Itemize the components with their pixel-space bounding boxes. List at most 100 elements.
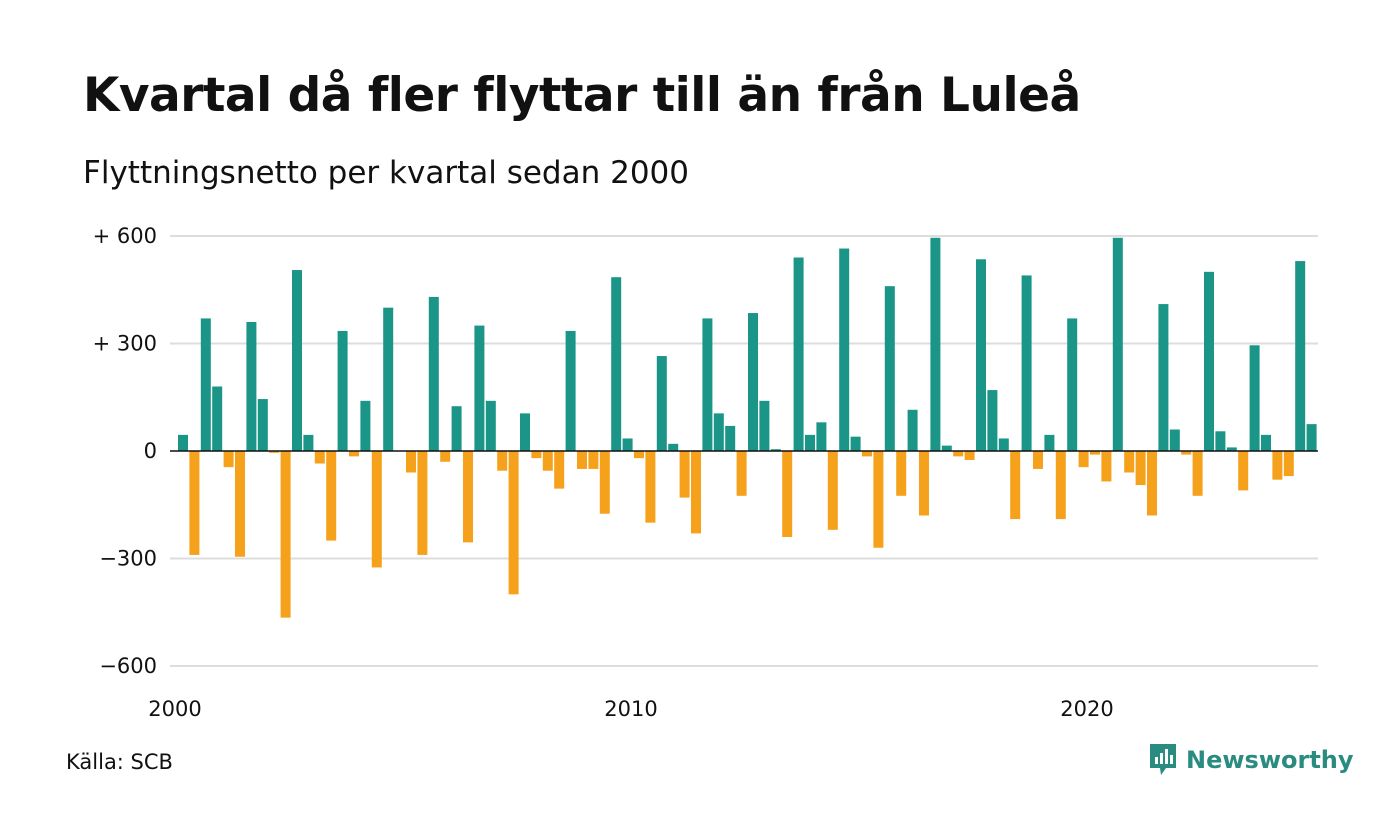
bar-2024-q1 [1272, 451, 1283, 480]
bar-2019-q3 [1067, 318, 1078, 451]
bar-2016-q1 [907, 409, 918, 451]
bar-2002-q4 [303, 434, 314, 451]
y-tick-label: 0 [144, 439, 157, 463]
x-axis-labels: 2000 2010 2020 [148, 697, 1113, 721]
bar-2008-q1 [542, 451, 553, 471]
bar-2004-q1 [360, 400, 371, 451]
bar-2004-q2 [371, 451, 382, 568]
y-tick-label: −600 [99, 654, 157, 678]
bar-2022-q2 [1192, 451, 1203, 496]
y-tick-label: −300 [99, 547, 157, 571]
bar-2017-q3 [976, 259, 986, 451]
bar-2020-q1 [1090, 451, 1100, 455]
bar-2003-q3 [337, 330, 348, 451]
bar-2001-q1 [223, 451, 234, 468]
chart-title: Kvartal då fler flyttar till än från Lul… [83, 68, 1081, 123]
bar-2018-q2 [1010, 451, 1021, 520]
bar-2017-q4 [987, 390, 998, 451]
bar-2021-q4 [1169, 429, 1180, 451]
bar-2009-q4 [622, 438, 633, 451]
bar-2010-q3 [656, 356, 667, 451]
bar-2005-q4 [440, 451, 451, 462]
bar-2023-q1 [1226, 447, 1237, 451]
bar-2007-q3 [520, 413, 530, 451]
bar-2021-q3 [1158, 304, 1169, 451]
y-axis-labels: + 600 + 300 0 −300 −600 [93, 224, 157, 678]
bar-2018-q3 [1021, 275, 1032, 451]
bar-2020-q3 [1112, 237, 1123, 451]
brand-logo[interactable]: Newsworthy [1148, 742, 1354, 778]
bar-2005-q2 [417, 451, 428, 555]
bar-2007-q1 [497, 451, 508, 471]
bar-2000-q2 [189, 451, 200, 555]
bar-2003-q2 [326, 451, 337, 541]
bar-2018-q4 [1033, 451, 1043, 469]
x-tick-label: 2000 [148, 697, 201, 721]
bar-2006-q2 [463, 451, 473, 543]
bar-2016-q2 [919, 451, 929, 516]
bar-2024-q3 [1295, 261, 1306, 451]
bar-2013-q3 [793, 257, 804, 451]
y-tick-label: + 300 [93, 332, 157, 356]
bar-2015-q3 [884, 286, 895, 451]
bar-2003-q1 [314, 451, 325, 464]
bar-2010-q4 [668, 443, 679, 451]
bar-2023-q2 [1238, 451, 1249, 491]
bar-2012-q4 [759, 400, 770, 451]
bar-2014-q3 [839, 248, 850, 451]
bar-2001-q3 [246, 322, 257, 451]
bar-2002-q1 [269, 451, 280, 453]
bar-2023-q3 [1249, 345, 1260, 451]
chart-subtitle: Flyttningsnetto per kvartal sedan 2000 [83, 155, 689, 191]
bar-2014-q2 [827, 451, 838, 530]
bar-2020-q4 [1124, 451, 1135, 473]
bar-2011-q3 [702, 318, 713, 451]
bar-2022-q3 [1204, 271, 1214, 451]
bar-2006-q1 [451, 406, 462, 451]
bar-2007-q2 [508, 451, 519, 595]
bar-2007-q4 [531, 451, 542, 459]
bar-2018-q1 [998, 438, 1009, 451]
bar-2021-q2 [1147, 451, 1157, 516]
bar-2001-q4 [257, 399, 268, 451]
bar-2011-q2 [691, 451, 701, 534]
bar-2009-q3 [611, 277, 622, 451]
bar-2019-q2 [1055, 451, 1066, 520]
bar-2013-q1 [770, 449, 781, 451]
bar-2022-q1 [1181, 451, 1192, 455]
bar-2017-q1 [953, 451, 964, 457]
bar-2000-q1 [178, 434, 188, 451]
bar-2017-q2 [964, 451, 975, 460]
bar-2021-q1 [1135, 451, 1146, 486]
bar-2013-q2 [782, 451, 793, 537]
bar-2002-q2 [280, 451, 291, 618]
bar-2000-q4 [212, 386, 223, 451]
bar-2015-q4 [896, 451, 907, 496]
grid-lines [170, 235, 1318, 667]
bar-2022-q4 [1215, 431, 1226, 451]
x-tick-label: 2020 [1060, 697, 1113, 721]
bar-2013-q4 [805, 434, 815, 451]
bar-2011-q4 [713, 413, 724, 451]
bar-2008-q2 [554, 451, 565, 489]
bar-2012-q2 [736, 451, 747, 496]
bar-2024-q2 [1283, 451, 1294, 477]
bar-2009-q1 [588, 451, 599, 469]
bars [178, 237, 1317, 618]
bar-2012-q1 [725, 425, 736, 451]
bar-2008-q4 [577, 451, 587, 469]
bar-2016-q3 [930, 237, 941, 451]
bar-2023-q4 [1261, 434, 1271, 451]
bar-2019-q1 [1044, 434, 1055, 451]
bar-2015-q1 [862, 451, 872, 457]
bar-2000-q3 [200, 318, 211, 451]
bar-2009-q2 [599, 451, 610, 514]
bar-2016-q4 [941, 445, 952, 451]
bar-2010-q2 [645, 451, 656, 523]
bar-2011-q1 [679, 451, 690, 498]
brand-name: Newsworthy [1186, 746, 1354, 774]
bar-2014-q4 [850, 436, 861, 451]
bar-2002-q3 [292, 270, 302, 451]
newsworthy-logo-icon [1150, 744, 1176, 775]
